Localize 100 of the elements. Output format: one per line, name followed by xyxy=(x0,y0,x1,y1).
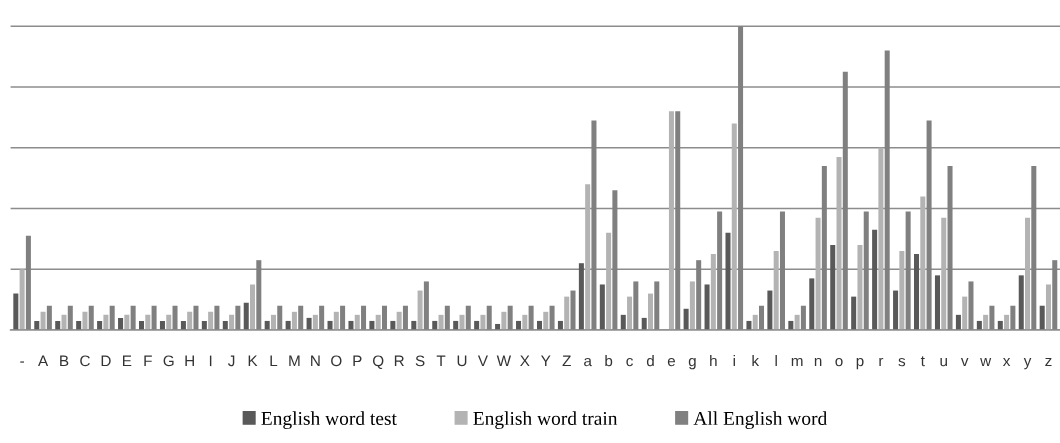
bar xyxy=(13,293,19,331)
x-tick-label: h xyxy=(710,355,717,367)
x-tick-label: y xyxy=(1023,358,1032,370)
x-tick-label: E xyxy=(123,355,132,367)
x-tick-label: T xyxy=(436,355,446,367)
bar xyxy=(731,123,737,331)
bar xyxy=(187,311,193,331)
bar xyxy=(501,311,507,331)
bar xyxy=(767,290,773,331)
legend-label: English word test xyxy=(261,411,397,430)
bar xyxy=(312,314,318,331)
bar xyxy=(61,314,67,331)
x-tick-label: G xyxy=(163,355,174,367)
bar xyxy=(689,281,695,331)
bar xyxy=(683,308,689,331)
bar xyxy=(934,275,940,331)
x-tick-label: e xyxy=(667,357,676,367)
bar xyxy=(606,232,612,331)
x-tick-label: P xyxy=(353,355,362,367)
x-tick-label: F xyxy=(144,355,152,367)
bar xyxy=(103,314,109,331)
x-tick-label: Z xyxy=(562,355,571,367)
bar xyxy=(333,311,339,331)
x-tick-label: p xyxy=(856,357,864,370)
x-tick-label: b xyxy=(605,355,613,367)
bar xyxy=(1025,217,1031,331)
bar xyxy=(145,314,151,331)
x-tick-label: N xyxy=(311,355,320,367)
x-tick-label: C xyxy=(80,355,90,367)
x-tick-label: J xyxy=(228,355,235,367)
bar xyxy=(543,311,549,331)
x-tick-label: L xyxy=(270,355,278,367)
bar xyxy=(893,290,899,331)
bar xyxy=(773,251,779,331)
legend-label: All English word xyxy=(693,411,828,430)
bar xyxy=(522,314,528,331)
bar xyxy=(920,196,926,331)
bar xyxy=(627,296,633,331)
bar xyxy=(585,184,591,331)
x-tick-label: K xyxy=(248,355,258,367)
x-tick-label: S xyxy=(415,355,425,367)
bar xyxy=(459,314,465,331)
x-tick-label: D xyxy=(101,355,111,367)
x-tick-label: s xyxy=(898,357,906,367)
bar xyxy=(375,314,381,331)
bar xyxy=(1004,314,1010,331)
bar xyxy=(417,290,423,331)
x-tick-label: r xyxy=(879,357,884,367)
x-tick-label: o xyxy=(835,357,843,367)
x-tick-label: V xyxy=(477,355,488,367)
bar xyxy=(1018,275,1024,331)
x-tick-label: Y xyxy=(541,355,551,367)
bar xyxy=(809,278,815,331)
x-tick-label: - xyxy=(20,361,24,363)
bar xyxy=(941,217,947,331)
bar xyxy=(983,314,989,331)
x-tick-label: g xyxy=(688,357,696,370)
x-tick-label: x xyxy=(1002,358,1011,367)
bar xyxy=(124,314,130,331)
bar xyxy=(830,244,836,331)
bar xyxy=(291,311,297,331)
x-tick-label: O xyxy=(331,355,342,367)
bar xyxy=(962,296,968,331)
bar xyxy=(118,317,124,331)
bar xyxy=(438,314,444,331)
x-tick-label: w xyxy=(980,358,992,367)
bar xyxy=(40,311,46,331)
bar xyxy=(306,317,312,331)
bar xyxy=(243,302,249,331)
x-tick-label: v xyxy=(960,358,969,367)
bar xyxy=(250,284,256,331)
x-tick-label: m xyxy=(791,357,803,367)
x-tick-label: n xyxy=(814,357,822,367)
bar xyxy=(815,217,821,331)
x-tick-label: c xyxy=(626,357,633,367)
x-tick-label: A xyxy=(38,355,49,367)
bar xyxy=(704,284,710,331)
x-tick-label: B xyxy=(60,355,69,367)
legend-label: English word train xyxy=(473,411,618,430)
x-tick-label: Q xyxy=(372,355,384,369)
bar xyxy=(166,314,172,331)
x-tick-label: U xyxy=(457,355,467,367)
x-tick-label: d xyxy=(646,355,654,367)
bar xyxy=(851,296,857,331)
bar xyxy=(857,244,863,331)
bar xyxy=(82,311,88,331)
bar xyxy=(396,311,402,331)
bar xyxy=(208,311,214,331)
x-tick-label: X xyxy=(520,355,530,367)
x-tick-label: k xyxy=(752,355,760,367)
bar xyxy=(354,314,360,331)
bar xyxy=(578,263,584,331)
x-tick-label: W xyxy=(496,355,512,367)
bar xyxy=(668,111,674,331)
x-tick-label: R xyxy=(394,355,404,367)
bar xyxy=(1045,284,1051,331)
bar xyxy=(710,254,716,331)
bar xyxy=(878,147,884,331)
bar xyxy=(725,232,731,331)
bar xyxy=(1039,305,1045,331)
